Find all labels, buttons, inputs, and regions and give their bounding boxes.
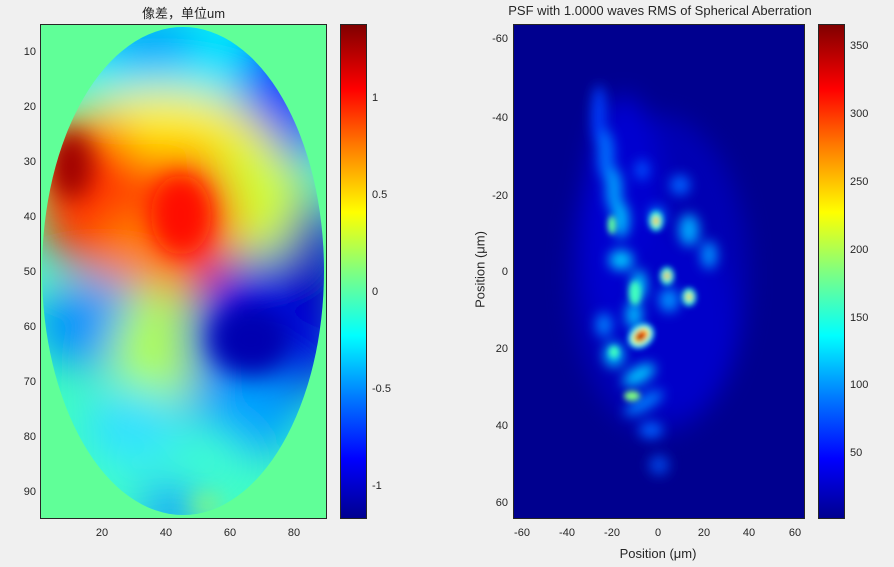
ytick: -60: [492, 33, 508, 45]
cbar-tick: 50: [850, 447, 863, 459]
xtick: 20: [95, 527, 109, 539]
cbar-tick: 300: [850, 108, 869, 120]
ytick: -20: [492, 190, 508, 202]
right-plot-axes[interactable]: [513, 24, 805, 519]
xtick: -60: [514, 527, 530, 539]
xtick: 20: [697, 527, 711, 539]
cbar-tick: 350: [850, 40, 869, 52]
cbar-tick: 0.5: [372, 189, 388, 201]
cbar-tick: 100: [850, 379, 869, 391]
xtick: 40: [742, 527, 756, 539]
ytick: 40: [495, 420, 508, 432]
left-plot-axes[interactable]: [40, 24, 327, 519]
xtick: 60: [223, 527, 237, 539]
ytick: 90: [23, 486, 36, 498]
ytick: 60: [495, 497, 508, 509]
xtick: 40: [159, 527, 173, 539]
xtick: -40: [559, 527, 575, 539]
ytick: 30: [23, 156, 36, 168]
ytick: -40: [492, 112, 508, 124]
right-colorbar[interactable]: [818, 24, 845, 519]
cbar-tick: 200: [850, 244, 869, 256]
aberration-map: [42, 27, 324, 515]
ytick: 60: [23, 321, 36, 333]
ytick: 80: [23, 431, 36, 443]
psf-map: [514, 25, 804, 518]
cbar-tick: -0.5: [372, 383, 391, 395]
ytick: 20: [23, 101, 36, 113]
ytick: 0: [501, 266, 508, 278]
ytick: 50: [23, 266, 36, 278]
ytick: 20: [495, 343, 508, 355]
right-plot-title: PSF with 1.0000 waves RMS of Spherical A…: [508, 3, 812, 18]
cbar-tick: -1: [372, 480, 382, 492]
ytick: 70: [23, 376, 36, 388]
cbar-tick: 150: [850, 312, 869, 324]
left-colorbar[interactable]: [340, 24, 367, 519]
xtick: 60: [788, 527, 802, 539]
left-plot-title: 像差，单位um: [141, 6, 226, 21]
cbar-tick: 1: [372, 92, 379, 104]
ytick: 40: [23, 211, 36, 223]
ytick: 10: [23, 46, 36, 58]
cbar-tick: 0: [372, 286, 379, 298]
xtick: 0: [654, 527, 662, 539]
xtick: -20: [604, 527, 620, 539]
cbar-tick: 250: [850, 176, 869, 188]
right-xlabel: Position (μm): [619, 546, 697, 561]
xtick: 80: [287, 527, 301, 539]
